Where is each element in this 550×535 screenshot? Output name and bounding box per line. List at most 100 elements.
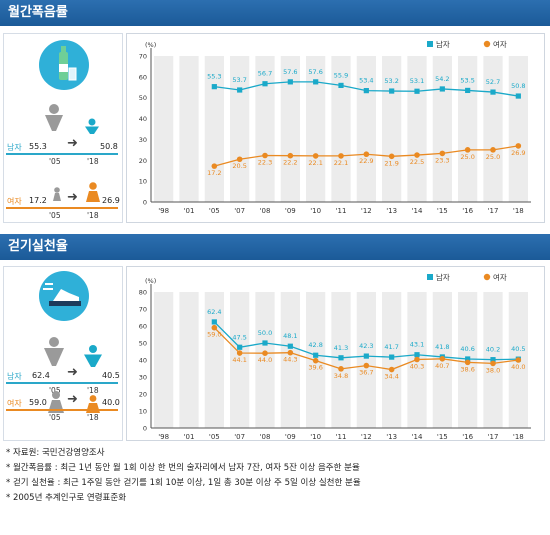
male-data-point: [515, 93, 521, 99]
male-2005-value: 62.4: [32, 371, 50, 380]
section-header-binge: 월간폭음률: [0, 0, 550, 26]
female-2018-value: 40.0: [102, 398, 120, 407]
year-band: [154, 56, 174, 202]
female-data-point: [464, 359, 471, 366]
year-from-label: '05: [49, 413, 61, 422]
female-data-point: [363, 362, 370, 369]
female-data-label: 39.6: [308, 364, 322, 372]
footnote-walking-definition: * 걷기 실천율 : 최근 1주일 동안 걷기를 1회 10분 이상, 1일 총…: [6, 478, 361, 488]
x-tick-label: '10: [310, 207, 321, 215]
female-data-label: 17.2: [207, 169, 221, 177]
y-unit-label: (%): [145, 277, 156, 285]
male-data-label: 53.5: [460, 76, 474, 84]
male-data-point: [414, 352, 420, 358]
male-data-label: 53.7: [232, 76, 246, 84]
arrow-right-icon: ➜: [67, 190, 78, 205]
arrow-right-icon: ➜: [67, 392, 78, 407]
female-underline: [6, 409, 118, 411]
female-data-label: 22.5: [410, 158, 424, 166]
female-data-point: [262, 152, 268, 159]
year-band: [280, 56, 300, 202]
female-data-point: [439, 150, 446, 157]
female-2018-value: 26.9: [102, 196, 120, 205]
x-tick-label: '14: [412, 207, 423, 215]
male-data-label: 52.7: [486, 78, 500, 86]
y-tick-label: 50: [139, 94, 147, 102]
footnote-source: * 자료원: 국민건강영양조사: [6, 448, 105, 458]
male-data-point: [313, 79, 319, 85]
male-data-label: 53.4: [359, 77, 373, 85]
y-tick-label: 70: [139, 306, 147, 314]
female-data-point: [414, 152, 420, 158]
x-tick-label: '16: [462, 207, 473, 215]
female-data-point: [490, 147, 496, 153]
male-data-point: [237, 87, 243, 93]
x-tick-label: '01: [184, 433, 195, 440]
x-tick-label: '12: [361, 433, 372, 440]
male-data-point: [287, 343, 293, 349]
female-data-label: 34.8: [334, 372, 348, 380]
male-data-point: [465, 356, 471, 362]
male-data-label: 43.1: [410, 341, 424, 349]
female-underline: [6, 207, 118, 209]
male-data-point: [465, 87, 471, 94]
female-data-point: [490, 360, 496, 367]
x-tick-label: '15: [437, 207, 448, 215]
male-data-label: 41.3: [334, 344, 348, 352]
male-data-label: 53.2: [384, 77, 398, 85]
male-data-point: [211, 319, 217, 325]
y-tick-label: 80: [139, 289, 147, 297]
male-data-label: 62.4: [207, 308, 221, 316]
year-band: [230, 56, 250, 202]
female-data-point: [388, 366, 395, 373]
male-data-point: [287, 79, 293, 85]
legend-female-marker: [483, 40, 491, 48]
male-2018-value: 50.8: [100, 142, 118, 151]
male-data-label: 41.7: [384, 343, 398, 351]
summary-panel-binge: 남자 55.3 ➜ 50.8 '05 '18 여자 17.2 ➜ 26.9 '0…: [3, 33, 123, 223]
female-2005-value: 59.0: [29, 398, 47, 407]
y-tick-label: 20: [139, 391, 147, 399]
female-data-point: [439, 356, 446, 362]
y-tick-label: 50: [139, 340, 147, 348]
x-tick-label: '13: [386, 207, 397, 215]
year-to-label: '18: [87, 211, 99, 220]
year-from-label: '05: [49, 386, 61, 395]
female-data-point: [287, 152, 294, 159]
male-data-point: [363, 353, 369, 359]
x-tick-label: '05: [209, 433, 220, 440]
male-data-point: [262, 81, 268, 87]
female-data-label: 40.7: [435, 362, 449, 370]
year-band: [356, 56, 376, 202]
female-label: 여자: [7, 399, 22, 408]
footnotes: * 자료원: 국민건강영양조사 * 월간폭음률 : 최근 1년 동안 월 1회 …: [6, 446, 361, 506]
year-band: [382, 56, 402, 202]
female-data-point: [211, 163, 218, 169]
male-data-point: [414, 88, 420, 94]
male-figure-2005-icon: [44, 337, 64, 366]
year-band: [382, 292, 402, 428]
x-tick-label: '13: [386, 433, 397, 440]
female-figure-2018-icon: [86, 182, 100, 202]
female-data-point: [338, 153, 344, 159]
female-data-point: [338, 366, 344, 372]
y-tick-label: 40: [139, 357, 147, 365]
female-data-point: [236, 350, 243, 356]
female-data-label: 25.0: [486, 153, 500, 161]
arrow-right-icon: ➜: [67, 365, 78, 380]
x-tick-label: '15: [437, 433, 448, 440]
legend-male-label: 남자: [436, 273, 450, 282]
male-data-label: 57.6: [283, 68, 297, 76]
female-data-label: 20.5: [232, 162, 246, 170]
male-data-point: [338, 355, 344, 361]
male-underline: [6, 153, 118, 155]
y-tick-label: 10: [139, 178, 147, 186]
female-data-point: [312, 153, 319, 159]
female-data-point: [363, 151, 370, 158]
male-data-point: [313, 352, 319, 358]
female-data-point: [515, 143, 522, 149]
x-tick-label: '16: [462, 433, 473, 440]
y-tick-label: 0: [143, 199, 147, 207]
section-header-walking: 걷기실천율: [0, 234, 550, 260]
male-data-label: 55.3: [207, 73, 221, 81]
